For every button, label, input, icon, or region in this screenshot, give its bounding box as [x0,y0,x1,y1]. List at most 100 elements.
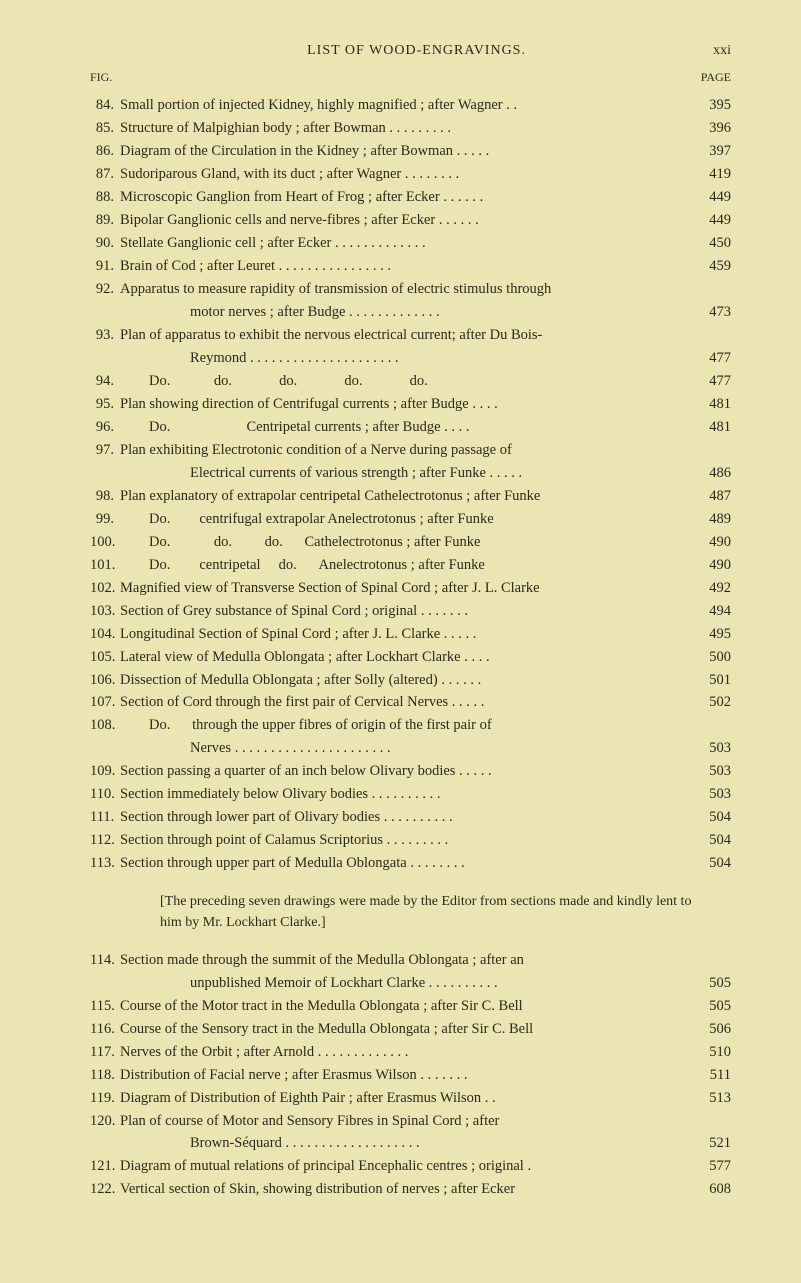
entry-number: 108. [90,714,120,736]
entry-text: Section made through the summit of the M… [120,949,693,971]
entry-row: 101. Do. centripetal do. Anelectrotonus … [90,554,731,576]
entry-page: 477 [693,370,731,392]
entry-number: 113. [90,852,120,874]
entry-row: 86.Diagram of the Circulation in the Kid… [90,140,731,162]
entry-page: 505 [693,995,731,1017]
entry-number: 103. [90,600,120,622]
entry-number: 111. [90,806,120,828]
editor-note: [The preceding seven drawings were made … [160,891,731,933]
entry-row: 111.Section through lower part of Olivar… [90,806,731,828]
entry-page: 492 [693,577,731,599]
entry-text: Section immediately below Olivary bodies… [120,783,693,805]
entry-number: 119. [90,1087,120,1109]
entry-text: Do. do. do. Cathelectrotonus ; after Fun… [120,531,693,553]
entry-text: Structure of Malpighian body ; after Bow… [120,117,693,139]
entry-row: 98.Plan explanatory of extrapolar centri… [90,485,731,507]
entry-number: 117. [90,1041,120,1063]
continuation-text: Electrical currents of various strength … [190,462,693,484]
column-headers: FIG. PAGE [90,68,731,87]
entry-text: Section through point of Calamus Scripto… [120,829,693,851]
entry-row: 92.Apparatus to measure rapidity of tran… [90,278,731,300]
entry-page: 419 [693,163,731,185]
entry-text: Longitudinal Section of Spinal Cord ; af… [120,623,693,645]
entry-page: 450 [693,232,731,254]
entry-number: 85. [90,117,120,139]
entry-page: 504 [693,829,731,851]
entry-page: 495 [693,623,731,645]
entry-page [693,1110,731,1132]
entry-text: Plan of apparatus to exhibit the nervous… [120,324,693,346]
entry-row: 84.Small portion of injected Kidney, hig… [90,94,731,116]
entry-row: 112.Section through point of Calamus Scr… [90,829,731,851]
entry-row: 109.Section passing a quarter of an inch… [90,760,731,782]
entry-page: 481 [693,416,731,438]
entry-row: 122.Vertical section of Skin, showing di… [90,1178,731,1200]
entry-page: 459 [693,255,731,277]
entry-row: 107.Section of Cord through the first pa… [90,691,731,713]
entry-page: 501 [693,669,731,691]
entry-text: Do. do. do. do. do. [120,370,693,392]
entry-number: 98. [90,485,120,507]
entry-row: 102.Magnified view of Transverse Section… [90,577,731,599]
entry-page [693,324,731,346]
continuation-text: Brown-Séquard . . . . . . . . . . . . . … [190,1132,693,1154]
entry-row: 103.Section of Grey substance of Spinal … [90,600,731,622]
entry-number: 109. [90,760,120,782]
entry-page: 504 [693,806,731,828]
entry-text: Do. Centripetal currents ; after Budge .… [120,416,693,438]
entry-page: 490 [693,531,731,553]
entry-text: Diagram of mutual relations of principal… [120,1155,693,1177]
entry-row: 90.Stellate Ganglionic cell ; after Ecke… [90,232,731,254]
entry-number: 105. [90,646,120,668]
entry-row: 99. Do. centrifugal extrapolar Anelectro… [90,508,731,530]
entry-row: 110.Section immediately below Olivary bo… [90,783,731,805]
entry-number: 90. [90,232,120,254]
entry-page: 487 [693,485,731,507]
entry-number: 86. [90,140,120,162]
entry-number: 115. [90,995,120,1017]
entry-page: 608 [693,1178,731,1200]
entry-row: 94. Do. do. do. do. do.477 [90,370,731,392]
entry-row: 108. Do. through the upper fibres of ori… [90,714,731,736]
entry-page [693,714,731,736]
entry-page: 494 [693,600,731,622]
entry-page: 577 [693,1155,731,1177]
entry-number: 87. [90,163,120,185]
entry-text: Section passing a quarter of an inch bel… [120,760,693,782]
entry-page: 513 [693,1087,731,1109]
entry-text: Section through lower part of Olivary bo… [120,806,693,828]
continuation-page: 505 [693,972,731,994]
entry-page [693,439,731,461]
entry-row: 120.Plan of course of Motor and Sensory … [90,1110,731,1132]
continuation-text: unpublished Memoir of Lockhart Clarke . … [190,972,693,994]
entry-text: Do. centripetal do. Anelectrotonus ; aft… [120,554,693,576]
entry-page: 506 [693,1018,731,1040]
entry-page: 397 [693,140,731,162]
continuation-page: 503 [693,737,731,759]
entry-number: 116. [90,1018,120,1040]
continuation-text: motor nerves ; after Budge . . . . . . .… [190,301,693,323]
entry-number: 104. [90,623,120,645]
entry-row: 115.Course of the Motor tract in the Med… [90,995,731,1017]
entry-page: 395 [693,94,731,116]
entry-text: Dissection of Medulla Oblongata ; after … [120,669,693,691]
entry-page: 510 [693,1041,731,1063]
entry-number: 112. [90,829,120,851]
continuation-text: Nerves . . . . . . . . . . . . . . . . .… [190,737,693,759]
entry-row: 89.Bipolar Ganglionic cells and nerve-fi… [90,209,731,231]
entry-text: Small portion of injected Kidney, highly… [120,94,693,116]
entry-row: 96. Do. Centripetal currents ; after Bud… [90,416,731,438]
entry-number: 96. [90,416,120,438]
continuation-page: 473 [693,301,731,323]
entry-text: Course of the Sensory tract in the Medul… [120,1018,693,1040]
entry-text: Lateral view of Medulla Oblongata ; afte… [120,646,693,668]
entry-page: 511 [693,1064,731,1086]
entry-number: 122. [90,1178,120,1200]
entry-row: 118.Distribution of Facial nerve ; after… [90,1064,731,1086]
entry-text: Sudoriparous Gland, with its duct ; afte… [120,163,693,185]
entry-row: 121.Diagram of mutual relations of princ… [90,1155,731,1177]
entry-number: 121. [90,1155,120,1177]
entry-number: 97. [90,439,120,461]
entry-text: Section of Cord through the first pair o… [120,691,693,713]
entry-number: 102. [90,577,120,599]
